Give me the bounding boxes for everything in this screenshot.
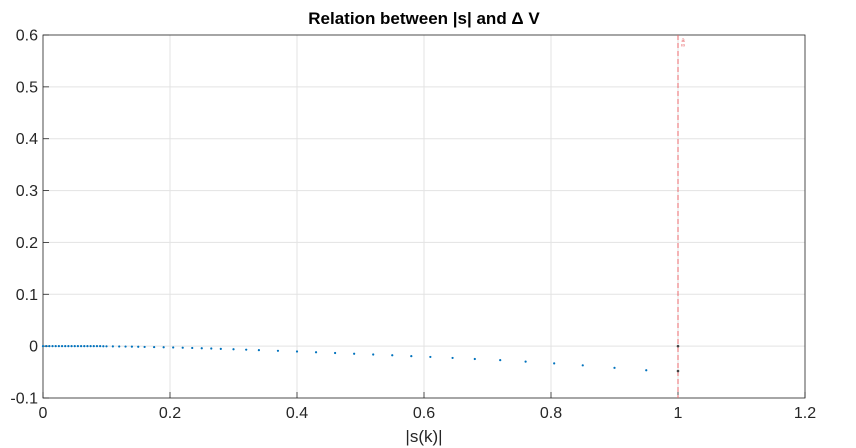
data-point xyxy=(645,369,648,372)
data-point xyxy=(111,345,114,348)
y-tick-labels: -0.1 0 0.1 0.2 0.3 0.4 0.5 0.6 xyxy=(10,28,38,408)
y-tick-label: 0.1 xyxy=(16,287,38,304)
data-point xyxy=(76,345,80,348)
y-tick-label: 0.4 xyxy=(16,131,38,148)
data-point xyxy=(553,362,556,365)
y-tick-label: 0.2 xyxy=(16,235,38,252)
data-point xyxy=(143,345,146,349)
data-point xyxy=(210,347,213,350)
data-point xyxy=(581,364,584,367)
grid xyxy=(42,34,806,399)
data-point xyxy=(499,359,502,362)
data-point xyxy=(429,355,432,359)
outlier-point xyxy=(676,344,680,348)
x-tick-label: 0 xyxy=(39,405,48,422)
y-tick-label: -0.1 xyxy=(10,391,38,408)
data-point xyxy=(372,353,375,356)
data-point xyxy=(102,345,105,348)
data-point xyxy=(130,345,133,348)
data-point xyxy=(41,345,45,348)
data-point xyxy=(451,356,454,360)
data-point xyxy=(153,345,156,349)
outlier-point xyxy=(676,369,680,373)
chart-title: Relation between |s| and Δ V xyxy=(308,9,540,28)
data-point xyxy=(613,366,616,369)
data-point xyxy=(334,351,337,355)
data-point xyxy=(80,345,83,348)
data-point xyxy=(64,345,67,348)
annotation-text: a xyxy=(681,38,685,44)
x-tick-label: 0.4 xyxy=(286,405,308,422)
data-point xyxy=(172,346,175,349)
data-point xyxy=(181,346,184,349)
y-tick-label: 0.3 xyxy=(16,183,38,200)
data-point xyxy=(118,345,121,348)
data-point xyxy=(83,345,86,348)
data-point xyxy=(67,345,70,348)
data-point xyxy=(191,346,194,350)
data-point xyxy=(353,352,356,355)
data-point xyxy=(232,348,235,351)
data-point xyxy=(124,345,127,348)
data-point xyxy=(60,345,64,348)
data-point xyxy=(219,347,222,350)
data-point xyxy=(95,345,99,348)
data-point xyxy=(391,354,394,357)
data-point xyxy=(137,345,140,348)
data-point xyxy=(54,345,57,348)
reference-marks: a∞ xyxy=(676,35,685,398)
data-point xyxy=(51,345,54,348)
data-point xyxy=(92,345,95,348)
data-point xyxy=(89,345,92,348)
data-point xyxy=(99,345,102,348)
data-point xyxy=(105,345,108,348)
data-point xyxy=(473,357,476,361)
data-point xyxy=(314,351,318,354)
data-point xyxy=(524,360,527,363)
x-tick-label: 1 xyxy=(674,405,683,422)
x-tick-label: 0.8 xyxy=(540,405,562,422)
x-tick-label: 0.2 xyxy=(159,405,181,422)
y-tick-label: 0.6 xyxy=(16,28,38,45)
data-point xyxy=(57,345,60,348)
x-axis-label: |s(k)| xyxy=(405,427,442,446)
data-point xyxy=(162,346,165,349)
annotation-text: ∞ xyxy=(681,43,685,49)
y-tick-label: 0.5 xyxy=(16,79,38,96)
data-point xyxy=(257,349,260,352)
y-tick-label: 0 xyxy=(29,339,38,356)
data-point xyxy=(295,350,299,353)
x-tick-label: 0.6 xyxy=(413,405,435,422)
data-points xyxy=(41,345,648,372)
x-tick-label: 1.2 xyxy=(794,405,816,422)
data-point xyxy=(70,345,73,348)
data-point xyxy=(73,345,76,348)
data-point xyxy=(200,347,203,350)
data-point xyxy=(86,345,89,348)
data-point xyxy=(48,345,51,348)
data-point xyxy=(245,348,248,351)
data-point xyxy=(410,354,413,358)
data-point xyxy=(276,349,280,352)
data-point xyxy=(45,345,48,348)
x-tick-labels: 0 0.2 0.4 0.6 0.8 1 1.2 xyxy=(39,405,817,422)
